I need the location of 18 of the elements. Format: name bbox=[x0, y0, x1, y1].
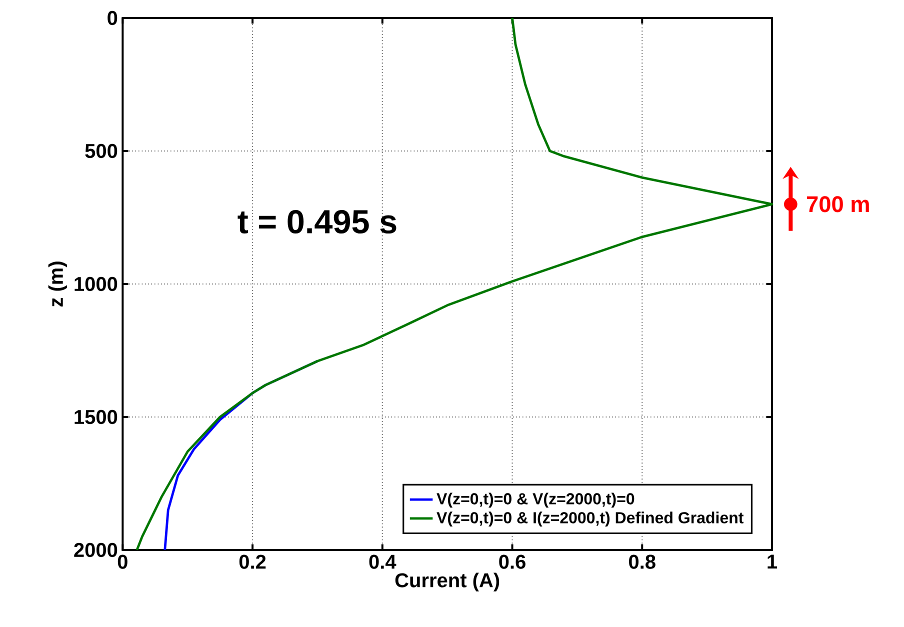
x-tick-label: 0.8 bbox=[629, 554, 656, 570]
y-tick-label: 500 bbox=[85, 144, 118, 158]
x-tick-label: 0.2 bbox=[239, 554, 266, 570]
line-series bbox=[136, 16, 774, 552]
x-tick-label: 0.6 bbox=[499, 554, 526, 570]
x-tick-label: 1 bbox=[768, 554, 777, 569]
y-axis-title: z (m) bbox=[48, 262, 67, 307]
y-tick-label: 1500 bbox=[74, 410, 118, 424]
x-tick-label: 0 bbox=[118, 554, 128, 570]
y-tick-label: 0 bbox=[108, 11, 118, 26]
annotation: t = 0.495 s bbox=[238, 210, 396, 234]
x-tick-label: 0.4 bbox=[369, 554, 396, 570]
annotation: 700 m bbox=[807, 196, 869, 212]
y-tick-label: 1000 bbox=[74, 277, 118, 292]
legend-label: V(z=0,t)=0 & I(z=2000,t) Defined Gradient bbox=[436, 512, 744, 527]
legend-label: V(z=0,t)=0 & V(z=2000,t)=0 bbox=[436, 492, 634, 508]
y-tick-label: 2000 bbox=[74, 543, 118, 558]
x-axis-title: Current (A) bbox=[395, 572, 500, 592]
